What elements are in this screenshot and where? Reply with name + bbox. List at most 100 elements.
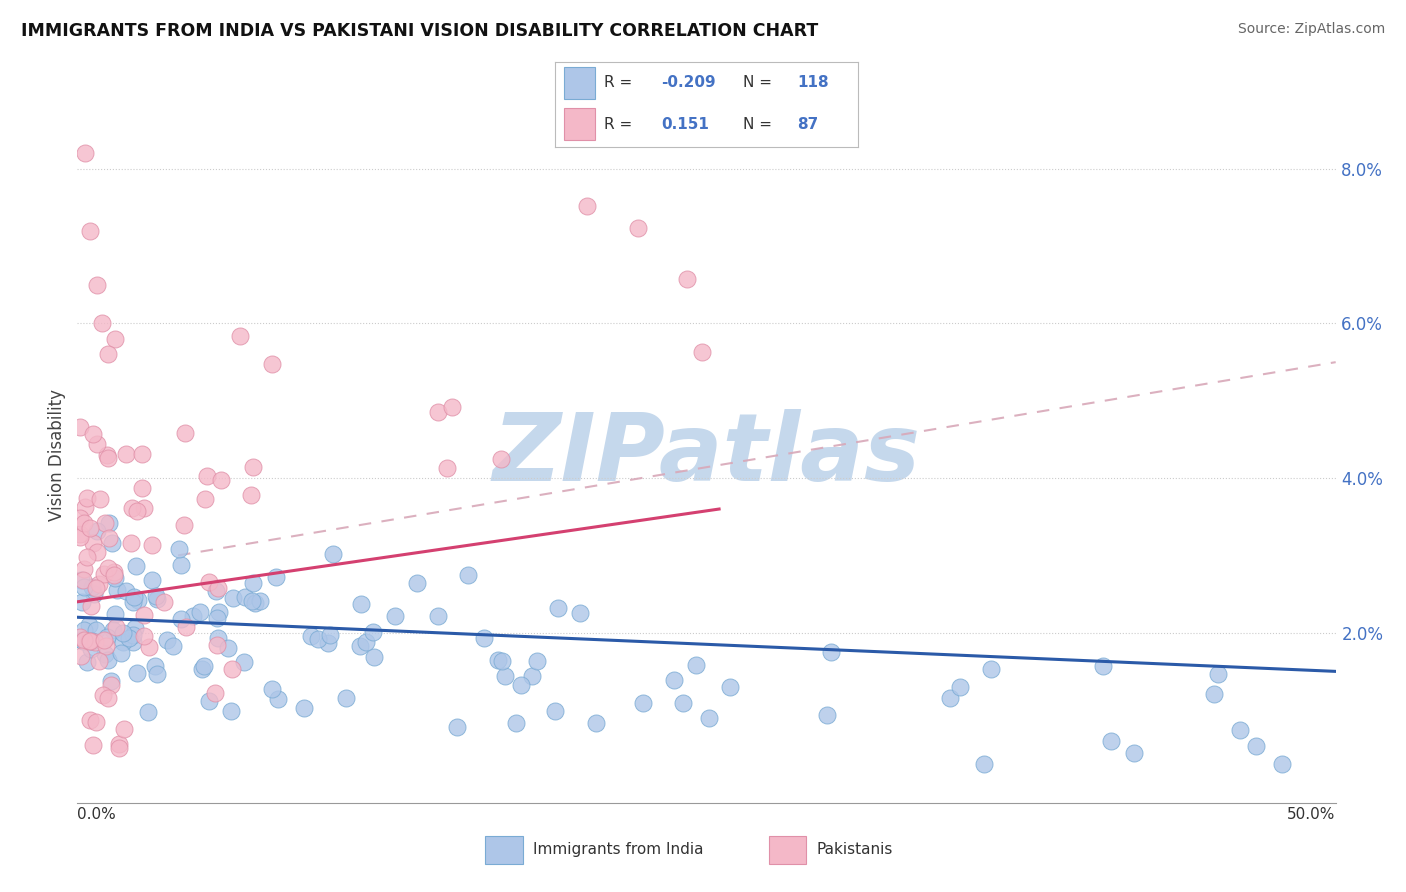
Point: [101, 536, 124, 550]
Point: [322, 547, 344, 561]
Point: [486, 653, 509, 667]
Point: [292, 701, 315, 715]
Point: [690, 345, 713, 359]
Point: [138, 705, 160, 719]
Point: [73, 632, 96, 647]
Point: [509, 678, 531, 692]
Point: [167, 541, 190, 556]
Point: [101, 623, 124, 637]
Point: [1229, 723, 1251, 737]
Point: [86, 437, 108, 451]
Point: [89, 654, 111, 668]
Point: [96, 449, 118, 463]
Point: [249, 594, 271, 608]
Point: [73, 500, 96, 515]
Point: [141, 539, 163, 553]
Point: [162, 639, 184, 653]
Point: [73, 580, 96, 594]
Point: [262, 357, 284, 371]
Text: 118: 118: [797, 75, 828, 90]
Point: [193, 658, 215, 673]
Point: [89, 492, 111, 507]
Point: [219, 704, 242, 718]
Point: [94, 647, 117, 661]
Point: [228, 328, 250, 343]
Point: [441, 401, 464, 415]
Point: [100, 673, 122, 688]
Text: N =: N =: [742, 75, 772, 90]
Point: [194, 491, 217, 506]
Point: [427, 405, 450, 419]
Point: [105, 582, 128, 597]
Point: [197, 468, 219, 483]
Point: [335, 691, 357, 706]
Point: [79, 714, 101, 728]
Point: [1208, 666, 1230, 681]
Point: [83, 587, 105, 601]
Point: [69, 420, 91, 434]
Point: [100, 677, 122, 691]
Point: [110, 646, 132, 660]
Point: [89, 577, 111, 591]
Point: [190, 606, 212, 620]
Point: [217, 640, 239, 655]
Point: [111, 625, 134, 640]
Point: [491, 451, 513, 466]
Point: [86, 715, 108, 730]
Point: [103, 565, 125, 579]
Point: [80, 599, 103, 613]
Point: [384, 608, 406, 623]
Point: [472, 631, 495, 645]
Point: [72, 633, 94, 648]
Point: [93, 566, 115, 581]
Text: IMMIGRANTS FROM INDIA VS PAKISTANI VISION DISABILITY CORRELATION CHART: IMMIGRANTS FROM INDIA VS PAKISTANI VISIO…: [21, 22, 818, 40]
Point: [207, 581, 229, 595]
Point: [124, 621, 146, 635]
Point: [631, 696, 654, 710]
Point: [69, 531, 91, 545]
Point: [96, 630, 118, 644]
Point: [198, 694, 221, 708]
Point: [207, 611, 229, 625]
Point: [675, 272, 697, 286]
Bar: [769, 836, 806, 863]
Point: [125, 504, 148, 518]
Point: [73, 562, 96, 576]
Point: [131, 481, 153, 495]
Point: [181, 609, 204, 624]
Point: [491, 654, 513, 668]
Point: [83, 635, 105, 649]
Point: [505, 715, 527, 730]
Point: [262, 681, 284, 696]
Point: [209, 473, 232, 487]
Point: [949, 680, 972, 694]
Point: [73, 146, 96, 161]
Point: [79, 633, 101, 648]
Point: [132, 608, 155, 623]
Point: [76, 655, 98, 669]
Point: [204, 584, 226, 599]
Point: [132, 630, 155, 644]
Point: [243, 597, 266, 611]
Text: R =: R =: [603, 75, 631, 90]
Point: [118, 631, 141, 645]
Point: [267, 692, 290, 706]
Point: [132, 501, 155, 516]
Point: [115, 584, 138, 599]
Point: [174, 620, 197, 634]
Point: [319, 628, 342, 642]
Point: [685, 657, 707, 672]
Point: [938, 691, 960, 706]
Point: [264, 570, 287, 584]
Point: [104, 571, 127, 585]
Point: [349, 640, 371, 654]
Point: [86, 277, 108, 292]
Point: [125, 559, 148, 574]
Point: [170, 558, 193, 572]
Point: [70, 573, 93, 587]
Point: [79, 224, 101, 238]
Point: [233, 591, 256, 605]
Point: [174, 426, 197, 441]
Point: [1123, 747, 1146, 761]
Point: [576, 199, 599, 213]
